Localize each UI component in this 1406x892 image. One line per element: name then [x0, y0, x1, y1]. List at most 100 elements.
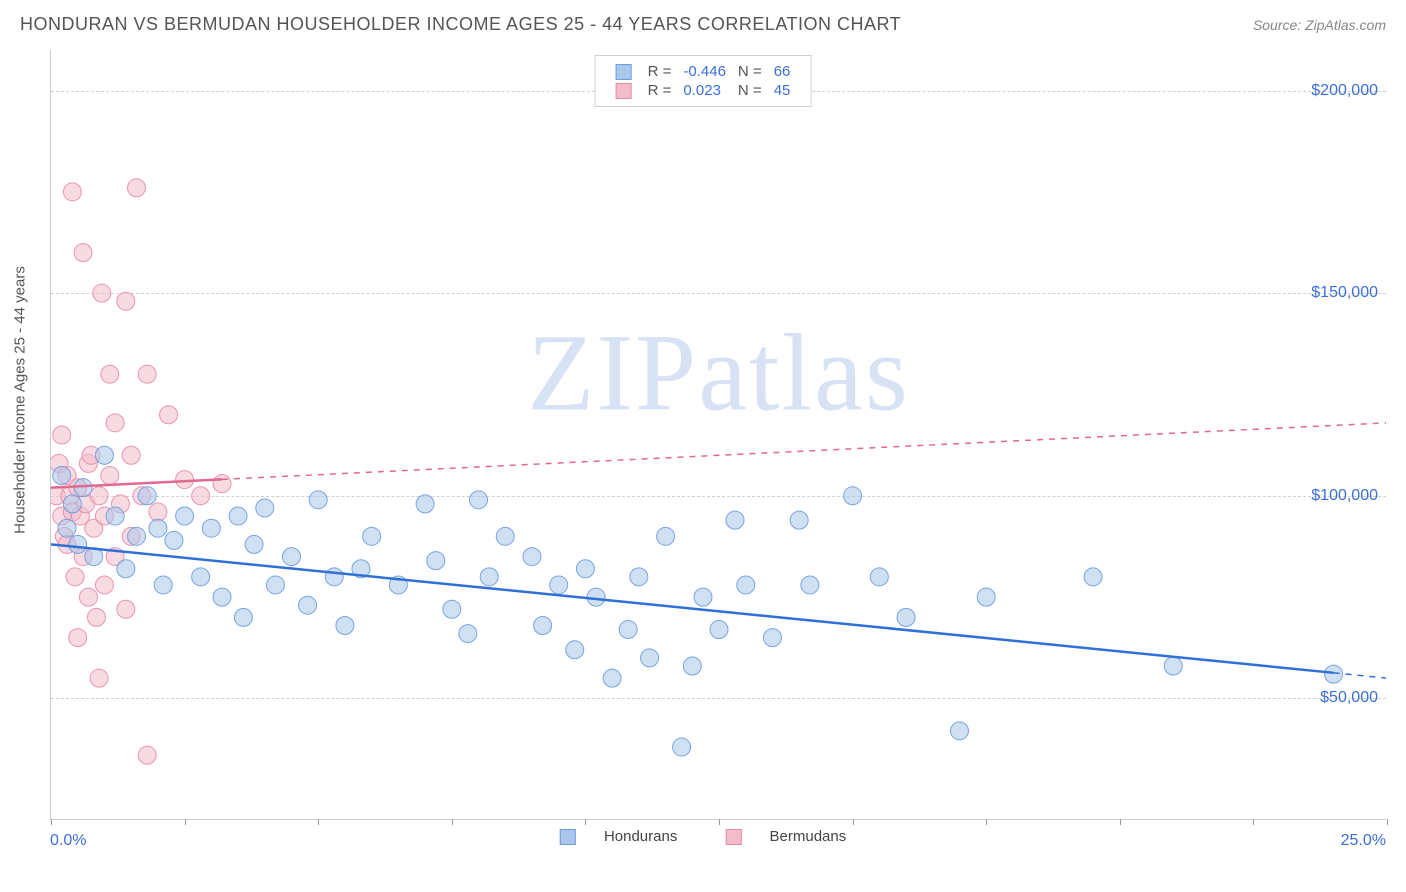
data-point	[459, 625, 477, 643]
data-point	[165, 531, 183, 549]
data-point	[154, 576, 172, 594]
data-point	[87, 608, 105, 626]
data-point	[1164, 657, 1182, 675]
stat-n-value: 66	[768, 62, 797, 81]
data-point	[844, 487, 862, 505]
data-point	[266, 576, 284, 594]
stat-n-label: N =	[732, 62, 768, 81]
data-point	[801, 576, 819, 594]
data-point	[63, 183, 81, 201]
data-point	[299, 596, 317, 614]
legend-swatch	[616, 64, 632, 80]
x-tick-mark	[51, 819, 52, 825]
data-point	[149, 503, 167, 521]
data-point	[870, 568, 888, 586]
data-point	[176, 507, 194, 525]
data-point	[534, 616, 552, 634]
stat-n-label: N =	[732, 81, 768, 100]
data-point	[106, 414, 124, 432]
x-tick-mark	[585, 819, 586, 825]
data-point	[443, 600, 461, 618]
x-tick-mark	[719, 819, 720, 825]
data-point	[245, 535, 263, 553]
data-point	[977, 588, 995, 606]
data-point	[53, 467, 71, 485]
data-point	[673, 738, 691, 756]
x-tick-mark	[185, 819, 186, 825]
x-tick-mark	[853, 819, 854, 825]
x-tick-mark	[318, 819, 319, 825]
data-point	[79, 588, 97, 606]
data-point	[63, 495, 81, 513]
data-point	[336, 616, 354, 634]
data-point	[192, 568, 210, 586]
data-point	[416, 495, 434, 513]
legend-swatch	[616, 83, 632, 99]
data-point	[74, 244, 92, 262]
data-point	[53, 426, 71, 444]
data-point	[1084, 568, 1102, 586]
data-point	[619, 621, 637, 639]
data-point	[229, 507, 247, 525]
data-point	[106, 507, 124, 525]
data-point	[117, 600, 135, 618]
data-point	[1325, 665, 1343, 683]
legend-item: Hondurans	[548, 828, 690, 845]
data-point	[128, 527, 146, 545]
chart-plot-area: ZIPatlas $50,000$100,000$150,000$200,000	[50, 50, 1386, 820]
data-point	[763, 629, 781, 647]
data-point	[58, 519, 76, 537]
series-legend: Hondurans Bermudans	[536, 828, 870, 845]
stat-r-label: R =	[642, 81, 678, 100]
data-point	[138, 365, 156, 383]
data-point	[657, 527, 675, 545]
data-point	[138, 487, 156, 505]
data-point	[710, 621, 728, 639]
data-point	[234, 608, 252, 626]
data-point	[138, 746, 156, 764]
data-point	[192, 487, 210, 505]
y-axis-label: Householder Income Ages 25 - 44 years	[12, 266, 29, 534]
data-point	[66, 568, 84, 586]
data-point	[95, 576, 113, 594]
legend-swatch	[560, 829, 576, 845]
legend-item: Bermudans	[713, 828, 858, 845]
data-point	[790, 511, 808, 529]
data-point	[213, 588, 231, 606]
data-point	[90, 669, 108, 687]
data-point	[363, 527, 381, 545]
data-point	[160, 406, 178, 424]
data-point	[603, 669, 621, 687]
data-point	[90, 487, 108, 505]
legend-label: Bermudans	[770, 828, 847, 845]
stats-row: R =-0.446N =66	[610, 62, 797, 81]
legend-swatch	[725, 829, 741, 845]
data-point	[550, 576, 568, 594]
data-point	[470, 491, 488, 509]
trend-line-extrapolated	[222, 423, 1386, 480]
data-point	[523, 548, 541, 566]
x-tick-mark	[986, 819, 987, 825]
data-point	[282, 548, 300, 566]
stats-legend: R =-0.446N =66R =0.023N =45	[595, 55, 812, 107]
data-point	[128, 179, 146, 197]
legend-label: Hondurans	[604, 828, 677, 845]
data-point	[683, 657, 701, 675]
stat-r-value: 0.023	[677, 81, 732, 100]
data-point	[641, 649, 659, 667]
data-point	[117, 292, 135, 310]
data-point	[101, 467, 119, 485]
data-point	[69, 629, 87, 647]
stat-r-value: -0.446	[677, 62, 732, 81]
data-point	[122, 446, 140, 464]
scatter-svg	[51, 50, 1386, 819]
data-point	[101, 365, 119, 383]
data-point	[93, 284, 111, 302]
data-point	[496, 527, 514, 545]
x-tick-mark	[1253, 819, 1254, 825]
stat-n-value: 45	[768, 81, 797, 100]
x-tick-mark	[1120, 819, 1121, 825]
x-axis-max-label: 25.0%	[1341, 832, 1386, 850]
data-point	[566, 641, 584, 659]
x-tick-mark	[1387, 819, 1388, 825]
